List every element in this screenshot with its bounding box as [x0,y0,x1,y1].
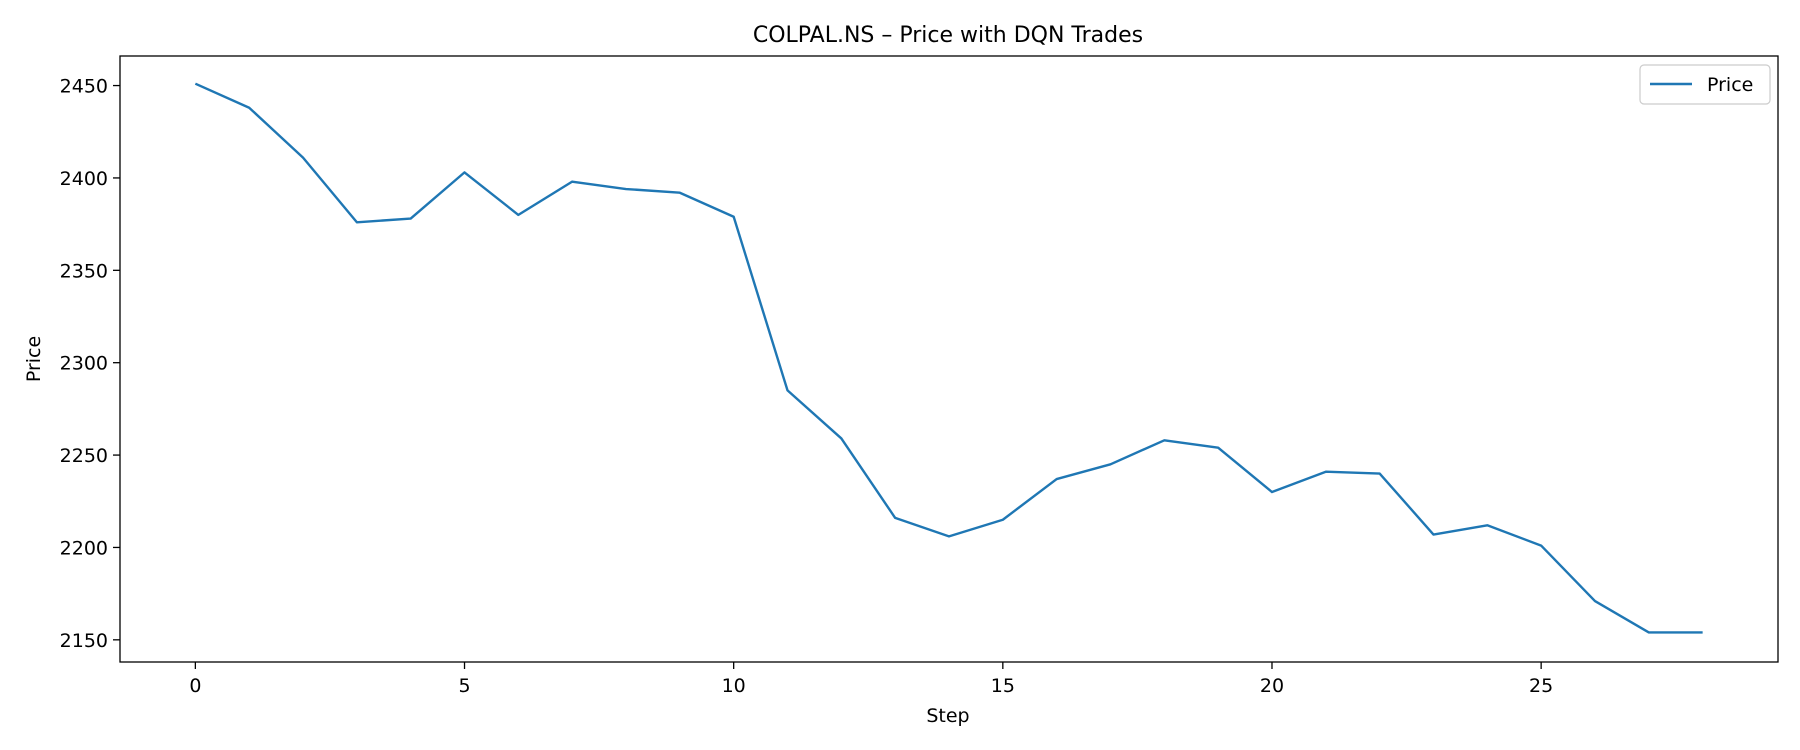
y-tick-label: 2250 [60,445,108,467]
y-tick-label: 2450 [60,76,108,98]
axes-frame [119,55,1779,663]
series-line-price [194,82,1703,634]
x-tick-label: 5 [458,675,470,697]
legend-box [1639,64,1771,105]
x-tick-label: 20 [1260,675,1284,697]
y-tick-label: 2150 [60,630,108,652]
chart-title: COLPAL.NS – Price with DQN Trades [753,23,1143,48]
x-tick-label: 0 [189,675,201,697]
y-tick-label: 2300 [60,353,108,375]
y-tick-label: 2350 [60,260,108,282]
legend-label: Price [1707,74,1753,96]
legend: Price [1639,64,1771,105]
y-tick-label: 2400 [60,168,108,190]
y-axis-label: Price [23,336,45,382]
x-axis-ticks: 0 5 10 15 20 25 [189,662,1553,697]
plot-area [194,82,1703,634]
y-axis-ticks: 2150 2200 2250 2300 2350 2400 2450 [60,76,120,652]
x-tick-label: 15 [991,675,1015,697]
y-tick-label: 2200 [60,537,108,559]
x-tick-label: 10 [722,675,746,697]
x-axis-label: Step [926,705,969,727]
x-tick-label: 25 [1529,675,1553,697]
